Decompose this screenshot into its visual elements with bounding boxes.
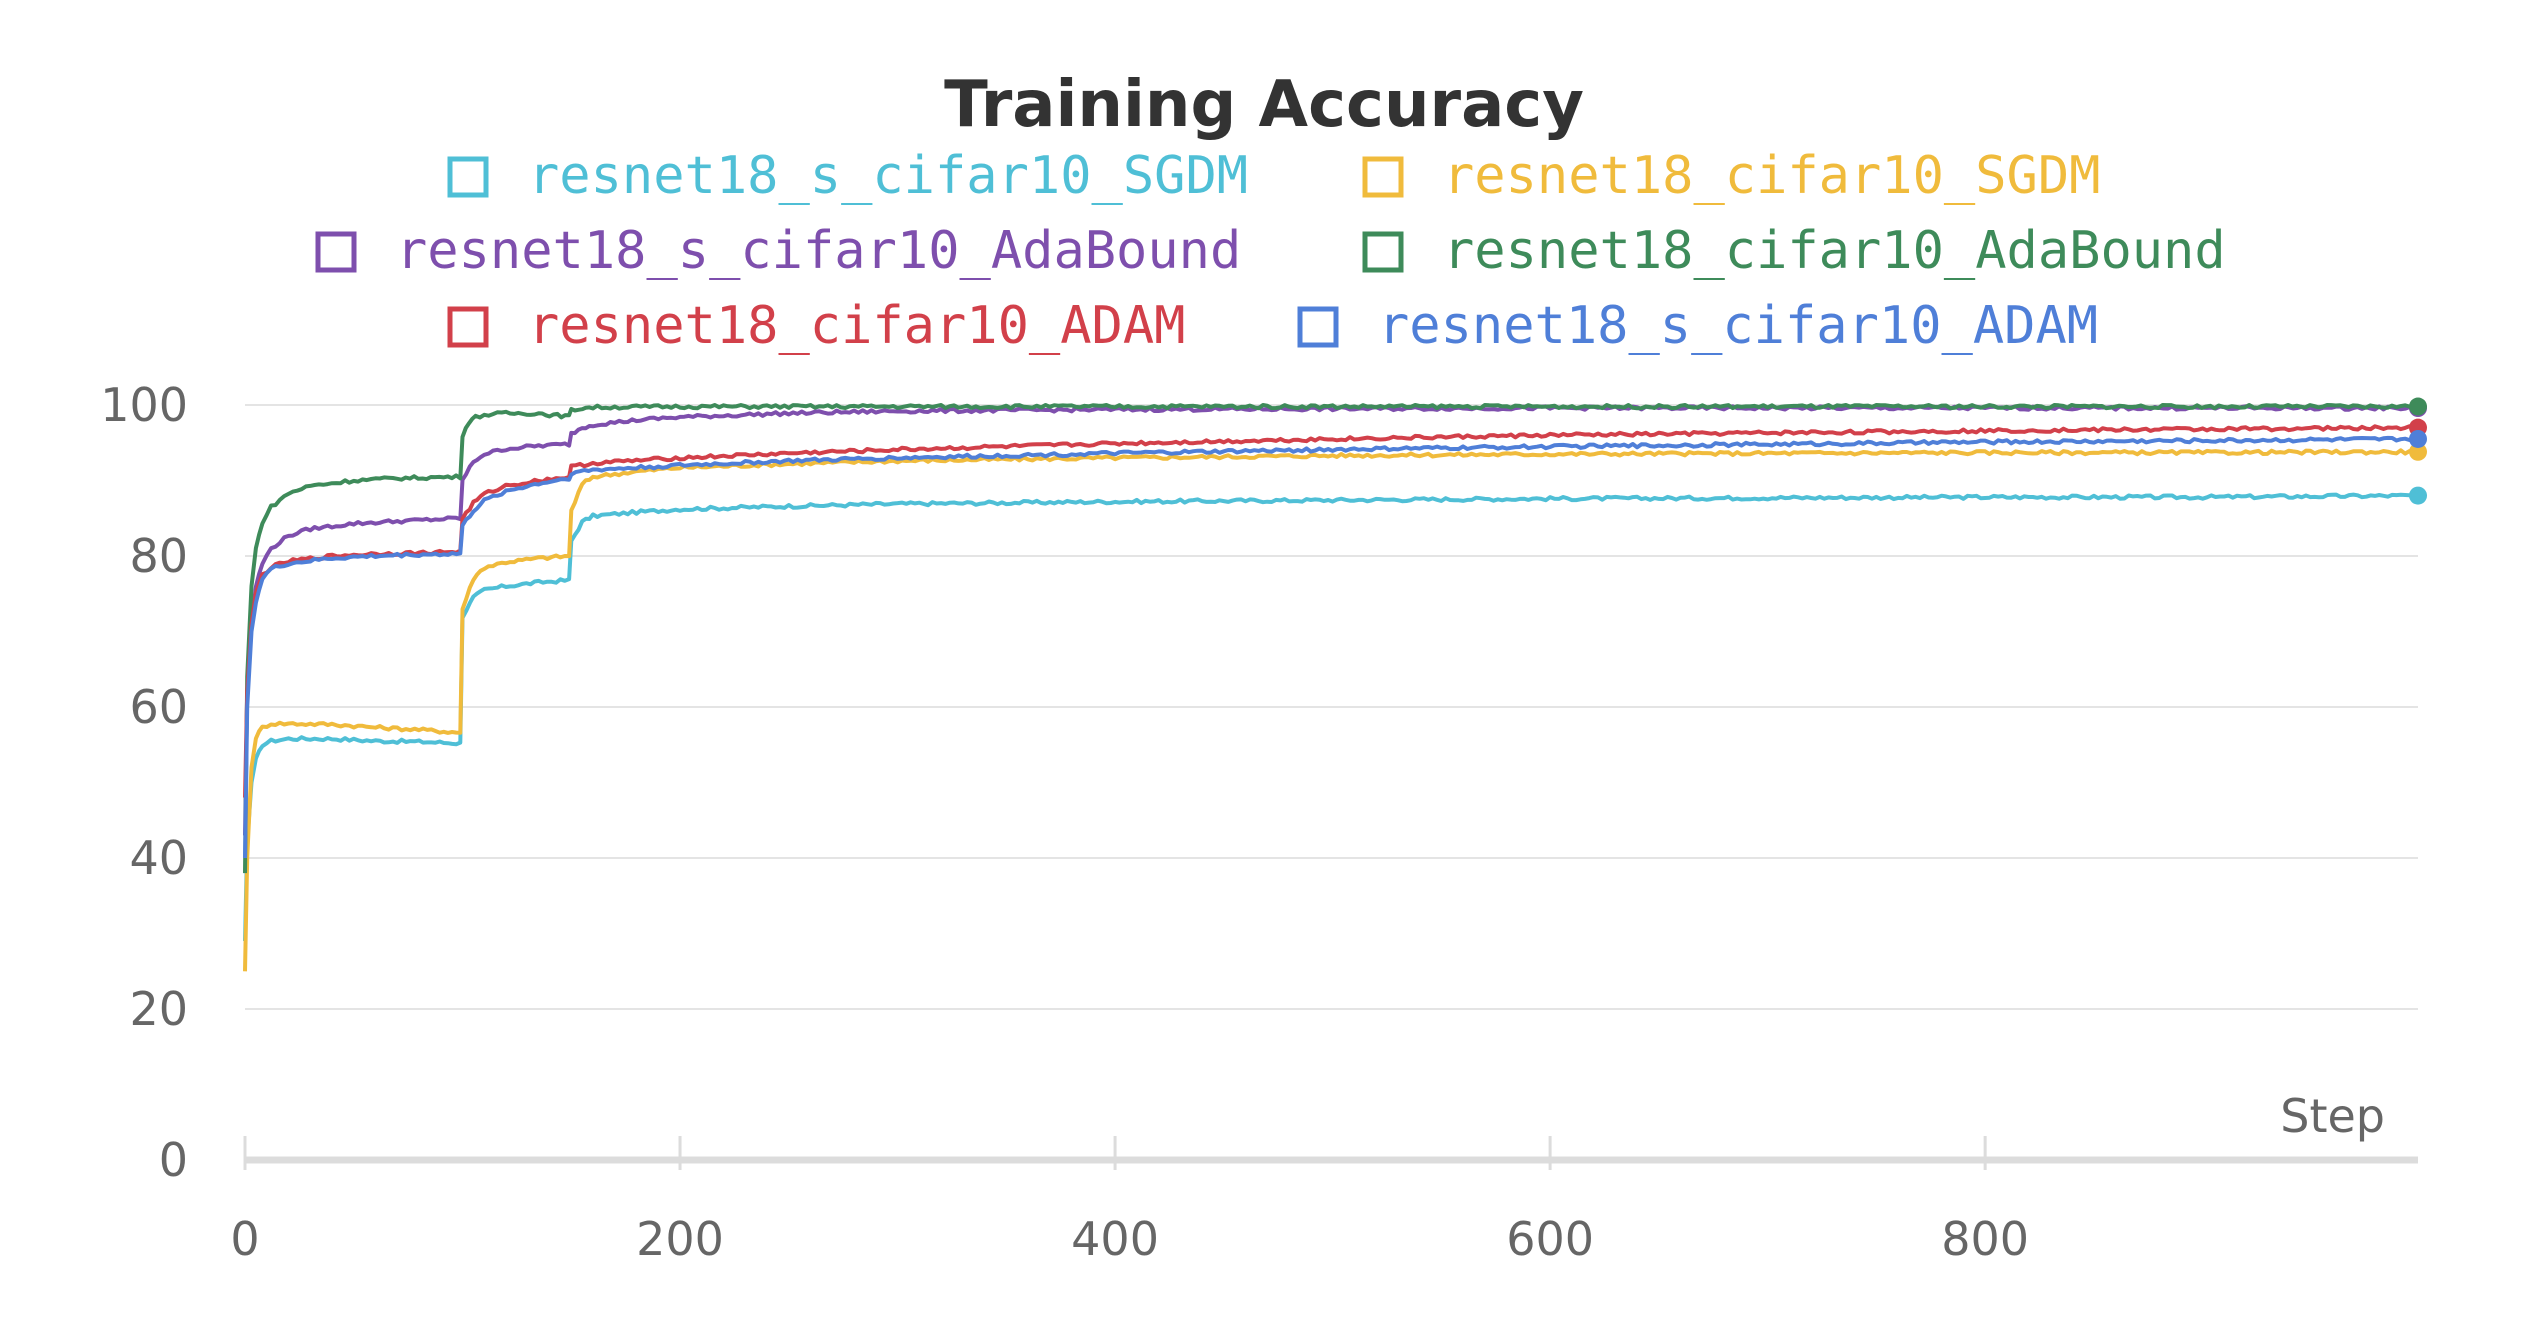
series-line [243, 435, 2419, 859]
y-tick-label: 20 [129, 982, 188, 1036]
series-end-marker [2409, 397, 2427, 416]
y-tick-label: 0 [159, 1133, 188, 1187]
legend-label: resnet18_cifar10_AdaBound [1443, 221, 2226, 281]
legend-item[interactable]: resnet18_s_cifar10_ADAM [1297, 296, 2098, 356]
legend-label: resnet18_s_cifar10_AdaBound [396, 221, 1241, 281]
x-tick-label: 600 [1506, 1212, 1594, 1266]
series-line [243, 492, 2419, 942]
series-end-marker [2409, 486, 2427, 505]
legend-item[interactable]: resnet18_s_cifar10_SGDM [447, 146, 1248, 206]
chart-title: Training Accuracy [944, 68, 1584, 142]
series-line [243, 424, 2419, 798]
y-tick-label: 80 [129, 529, 188, 583]
legend-swatch [447, 306, 489, 348]
x-tick-label: 400 [1071, 1212, 1159, 1266]
axes: 0 200 400 600 800 [230, 1136, 2418, 1266]
legend-item[interactable]: resnet18_s_cifar10_AdaBound [315, 221, 1241, 281]
y-tick-label: 60 [129, 680, 188, 734]
legend-swatch [315, 231, 357, 273]
x-axis-label: Step [2280, 1089, 2385, 1143]
series-lines [243, 397, 2427, 972]
series-line [243, 403, 2419, 874]
legend-item[interactable]: resnet18_cifar10_AdaBound [1362, 221, 2226, 281]
y-tick-label: 100 [100, 378, 188, 432]
legend-swatch [447, 156, 489, 198]
x-tick-label: 0 [230, 1212, 259, 1266]
series-line [243, 448, 2419, 972]
legend: resnet18_s_cifar10_SGDM resnet18_cifar10_… [315, 146, 2226, 356]
x-tick-label: 800 [1941, 1212, 2029, 1266]
legend-swatch [1362, 156, 1404, 198]
series-end-marker [2409, 442, 2427, 461]
legend-label: resnet18_cifar10_ADAM [528, 296, 1185, 356]
legend-swatch [1362, 231, 1404, 273]
legend-label: resnet18_s_cifar10_SGDM [528, 146, 1248, 206]
legend-item[interactable]: resnet18_cifar10_SGDM [1362, 146, 2100, 206]
legend-label: resnet18_cifar10_SGDM [1443, 146, 2100, 206]
legend-label: resnet18_s_cifar10_ADAM [1378, 296, 2098, 356]
legend-item[interactable]: resnet18_cifar10_ADAM [447, 296, 1185, 356]
x-tick-label: 200 [636, 1212, 724, 1266]
grid: 0 20 40 60 80 100 [100, 378, 2418, 1187]
legend-swatch [1297, 306, 1339, 348]
series-end-marker [2409, 429, 2427, 448]
y-tick-label: 40 [129, 831, 188, 885]
